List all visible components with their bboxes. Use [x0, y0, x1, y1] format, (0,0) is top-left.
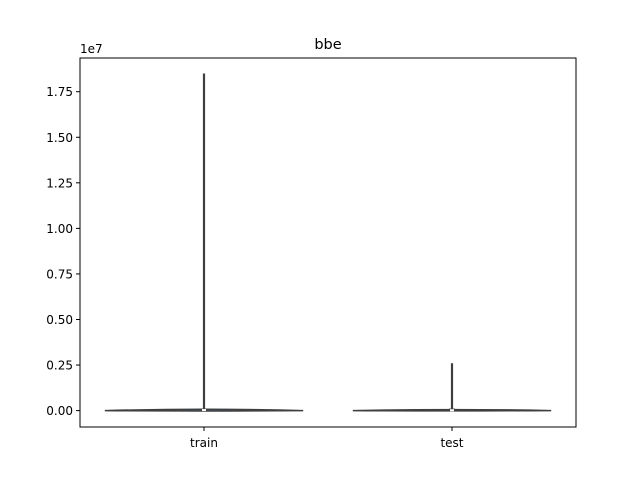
y-tick-label: 0.25: [46, 359, 73, 373]
violin-median-test: [450, 409, 454, 412]
x-tick-label: test: [440, 436, 463, 450]
y-tick-label: 1.00: [46, 222, 73, 236]
y-axis-offset-label: 1e7: [80, 42, 103, 56]
y-tick-label: 1.75: [46, 85, 73, 99]
y-tick-label: 0.75: [46, 267, 73, 281]
y-tick-label: 0.00: [46, 404, 73, 418]
chart-title: bbe: [314, 37, 341, 53]
y-tick-label: 1.25: [46, 176, 73, 190]
y-axis: 0.00 0.25 0.50 0.75 1.00 1.25 1.50 1.75: [46, 85, 80, 418]
x-tick-label: train: [190, 436, 218, 450]
plot-frame: [79, 57, 577, 428]
x-axis: train test: [190, 427, 464, 450]
y-tick-label: 1.50: [46, 131, 73, 145]
y-tick-label: 0.50: [46, 313, 73, 327]
violins-group: [104, 73, 552, 412]
violin-median-train: [202, 409, 206, 412]
